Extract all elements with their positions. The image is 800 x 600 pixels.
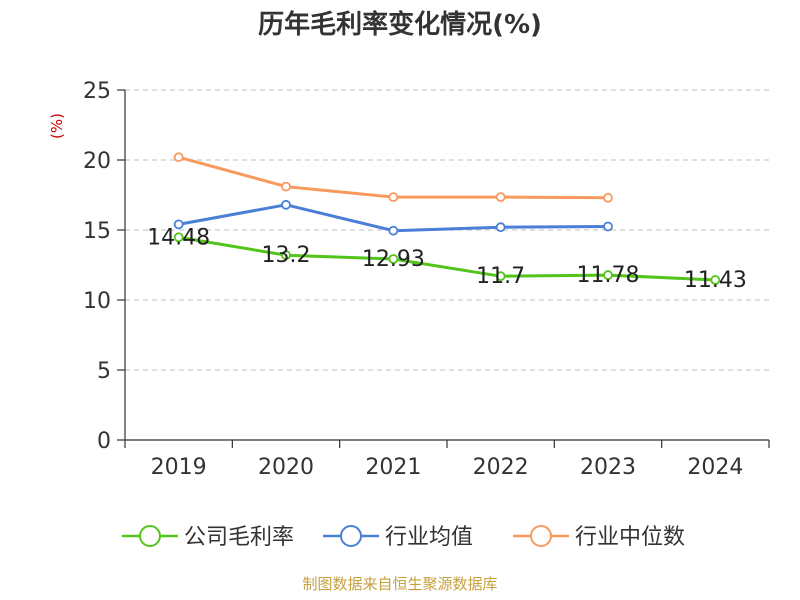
legend-label: 行业中位数 xyxy=(575,525,685,550)
data-labels: 14.48 13.2 12.93 11.7 11.78 11.43 xyxy=(147,225,747,293)
data-label: 11.78 xyxy=(577,263,640,288)
x-tick-label: 2020 xyxy=(258,455,314,480)
y-tick-label: 0 xyxy=(97,429,111,454)
series-group xyxy=(173,152,721,285)
series-point xyxy=(388,254,399,264)
series-point xyxy=(603,192,613,203)
y-tick-label: 20 xyxy=(83,149,111,174)
series-point xyxy=(173,219,184,230)
data-label: 14.48 xyxy=(147,225,210,250)
series-point xyxy=(495,271,506,282)
legend-item[interactable]: 行业均值 xyxy=(323,525,473,550)
y-tick-label: 10 xyxy=(83,289,111,314)
legend-marker xyxy=(340,525,362,547)
legend-item[interactable]: 行业中位数 xyxy=(513,525,685,550)
series-point xyxy=(603,270,613,280)
y-axis-unit: (%) xyxy=(48,113,66,139)
y-tick-label: 25 xyxy=(83,79,111,104)
x-tick-label: 2024 xyxy=(687,455,743,480)
legend-label: 公司毛利率 xyxy=(184,525,294,550)
data-label: 11.43 xyxy=(684,268,747,293)
series-point xyxy=(388,225,399,236)
x-tick-label: 2023 xyxy=(580,455,636,480)
axes: 0 5 10 15 20 25 2019 2020 2021 2022 2023 2024 xyxy=(83,79,770,480)
source-note: 制图数据来自恒生聚源数据库 xyxy=(302,575,497,593)
legend-label: 行业均值 xyxy=(385,525,473,550)
series-point xyxy=(388,192,399,203)
data-label: 11.7 xyxy=(476,264,525,289)
series-point xyxy=(281,199,291,210)
data-label: 13.2 xyxy=(262,243,311,268)
legend[interactable]: 公司毛利率 行业均值 行业中位数 xyxy=(122,525,685,550)
series-line xyxy=(178,155,609,200)
series-point xyxy=(495,192,506,203)
series-point xyxy=(173,232,184,243)
series-point xyxy=(173,152,184,163)
data-label: 12.93 xyxy=(362,247,425,272)
series-point xyxy=(281,181,291,192)
y-tick-label: 5 xyxy=(97,359,111,384)
x-tick-label: 2022 xyxy=(473,455,529,480)
series-point xyxy=(710,275,721,285)
x-tick-label: 2019 xyxy=(151,455,207,480)
x-tick-label: 2021 xyxy=(365,455,421,480)
y-tick-label: 15 xyxy=(83,219,111,244)
legend-marker xyxy=(139,525,161,547)
series-line xyxy=(178,235,716,282)
series-point xyxy=(281,250,291,261)
chart-title: 历年毛利率变化情况(%) xyxy=(258,9,542,40)
series-point xyxy=(495,222,506,233)
legend-item[interactable]: 公司毛利率 xyxy=(122,525,294,550)
legend-marker xyxy=(530,525,552,547)
series-point xyxy=(603,221,613,232)
